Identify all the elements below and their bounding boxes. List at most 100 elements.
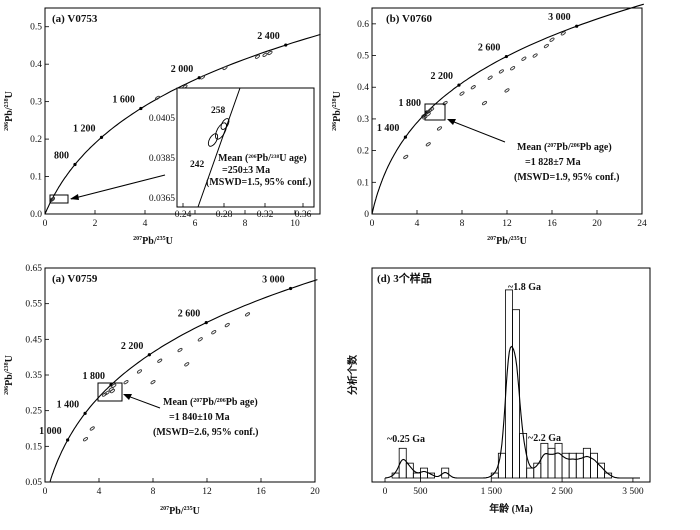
panel-a-y-label: 206Pb/238U	[4, 91, 15, 131]
panel-d-y-label: 分析个数	[346, 354, 359, 395]
histogram-bar	[526, 467, 535, 479]
pc-x-tick-label: 0	[43, 487, 48, 497]
panel-c: (a) V0759 0 4 8 12 16 20 0.05 0.15 0.25 0.35 0.45…	[4, 264, 320, 517]
pc-data-point	[184, 362, 190, 367]
pa-age-label: 1 600	[112, 94, 135, 105]
pd-x-tick-label: 2 500	[551, 487, 573, 497]
panel-d-peak-label-2: ~1.8 Ga	[508, 282, 541, 293]
pa-y-tick-label: 0.1	[30, 173, 42, 183]
pc-data-point	[150, 380, 156, 385]
pb-x-tick-label: 16	[547, 219, 557, 229]
pc-data-point	[89, 426, 95, 431]
histogram-bar	[441, 467, 450, 479]
panel-a-title: (a) V0753	[52, 13, 98, 25]
panel-b-y-ticks: 0 0.1 0.2 0.3 0.4 0.5 0.6	[357, 20, 376, 220]
pc-age-label: 1 000	[39, 426, 62, 437]
panel-d: (d) 3个样品 0 500 1 500 2 500 3 500 ~0.25 Ga ~1…	[346, 267, 651, 515]
pb-x-tick-label: 24	[637, 219, 647, 229]
inset-ellipse-1	[207, 133, 219, 147]
panel-c-points	[82, 312, 251, 442]
pb-data-point	[549, 37, 555, 42]
panel-c-zoom-arrowhead	[123, 394, 132, 400]
pa-age-dot	[284, 43, 288, 47]
histogram-bar	[554, 442, 563, 479]
pb-data-point	[470, 85, 476, 90]
inset-ellipse-2	[215, 122, 227, 140]
panel-b-title: (b) V0760	[386, 13, 432, 25]
panel-b-zoom-arrow	[448, 119, 506, 143]
pb-data-point	[521, 56, 527, 61]
pc-data-point	[224, 322, 230, 328]
pc-y-tick-label: 0.05	[25, 478, 42, 488]
pb-x-tick-label: 20	[592, 219, 602, 229]
pa-y-tick-label: 0.0	[30, 210, 42, 220]
panel-a-y-ticks: 0.0 0.1 0.2 0.3 0.4 0.5	[30, 23, 49, 220]
panel-c-zoom-box	[97, 382, 123, 402]
panel-c-mean-line-1: Mean (207Pb/206Pb age)	[163, 397, 258, 408]
pb-x-tick-label: 8	[460, 219, 465, 229]
pa-x-tick-label: 4	[143, 219, 148, 229]
pb-y-tick-label: 0.3	[357, 115, 369, 125]
pa-x-tick-label: 0	[43, 219, 48, 229]
panel-c-x-label: 207Pb/235U	[160, 506, 200, 517]
pc-age-label: 2 600	[178, 309, 201, 320]
pc-data-point	[244, 312, 251, 317]
pb-y-tick-label: 0.4	[357, 83, 369, 93]
panel-c-title: (a) V0759	[52, 273, 98, 285]
pa-age-dot	[139, 106, 143, 111]
pb-data-point	[487, 75, 493, 80]
panel-b-zoom-arrowhead	[447, 119, 456, 125]
pa-data-point	[222, 65, 228, 71]
panel-a-inset: 258 242 0.0405 0.0385 0.0365 0.24 0.28 0…	[149, 87, 315, 220]
pc-age-label: 1 800	[82, 371, 105, 382]
inset-mean-line-2: =250±3 Ma	[222, 165, 270, 176]
pc-age-label: 3 000	[262, 274, 285, 285]
histogram-bar	[582, 447, 591, 479]
pa-y-tick-label: 0.3	[30, 98, 42, 108]
inset-x-tick-4: 0.36	[295, 210, 312, 220]
panel-c-concordia-curve	[49, 279, 318, 482]
pa-data-point	[199, 75, 206, 80]
panel-b-y-label: 206Pb/238U	[332, 91, 343, 131]
inset-mean-line-3: (MSWD=1.5, 95% conf.)	[206, 177, 311, 188]
pb-age-label: 2 200	[430, 71, 453, 82]
pb-age-dot	[403, 135, 408, 139]
inset-x-tick-3: 0.32	[257, 210, 274, 220]
pb-age-dot	[575, 24, 579, 28]
pb-data-point	[504, 88, 510, 93]
panel-c-y-ticks: 0.05 0.15 0.25 0.35 0.45 0.55 0.65	[25, 264, 49, 488]
panel-a-x-label: 207Pb/235U	[133, 236, 173, 247]
pa-age-dot	[73, 162, 77, 167]
pb-data-point	[436, 126, 443, 131]
pc-x-tick-label: 8	[151, 487, 156, 497]
panel-a-zoom-arrowhead	[70, 194, 79, 200]
pc-data-point	[101, 392, 107, 397]
panel-d-peak-label-3: ~2.2 Ga	[528, 433, 561, 444]
panel-a-zoom-box	[49, 194, 69, 204]
pc-x-tick-label: 4	[97, 487, 102, 497]
pb-data-point	[532, 53, 538, 58]
pc-age-label: 1 400	[57, 399, 80, 410]
pc-y-tick-label: 0.55	[25, 300, 42, 310]
pd-x-tick-label: 3 500	[622, 487, 644, 497]
panel-b-mean-line-2: =1 828±7 Ma	[525, 157, 581, 168]
panel-a-concordia-ages: 800 1 200 1 600 2 000 2 400	[54, 31, 288, 167]
pa-age-label: 800	[54, 151, 69, 162]
panel-b-mean-line-3: (MSWD=1.9, 95% conf.)	[514, 172, 619, 183]
pb-data-point	[425, 142, 431, 147]
panel-b-points	[403, 31, 566, 160]
pa-data-point	[254, 54, 261, 59]
panel-a: (a) V0753 0 2 4 6 8 10 0.0 0.1 0.2 0.3 0.4 0.5 800…	[4, 7, 321, 247]
histogram-bar	[412, 472, 421, 479]
pb-x-tick-label: 0	[370, 219, 375, 229]
panel-a-points	[49, 50, 273, 202]
pb-y-tick-label: 0.5	[357, 52, 369, 62]
pb-data-point	[543, 43, 549, 49]
inset-frame	[176, 87, 315, 208]
pd-x-tick-label: 500	[413, 487, 428, 497]
panel-b-concordia-ages: 1 400 1 800 2 200 2 600 3 000	[377, 12, 579, 139]
pb-age-dot	[457, 83, 461, 87]
panel-b-zoom-box	[424, 103, 446, 121]
pb-data-point	[481, 100, 488, 106]
